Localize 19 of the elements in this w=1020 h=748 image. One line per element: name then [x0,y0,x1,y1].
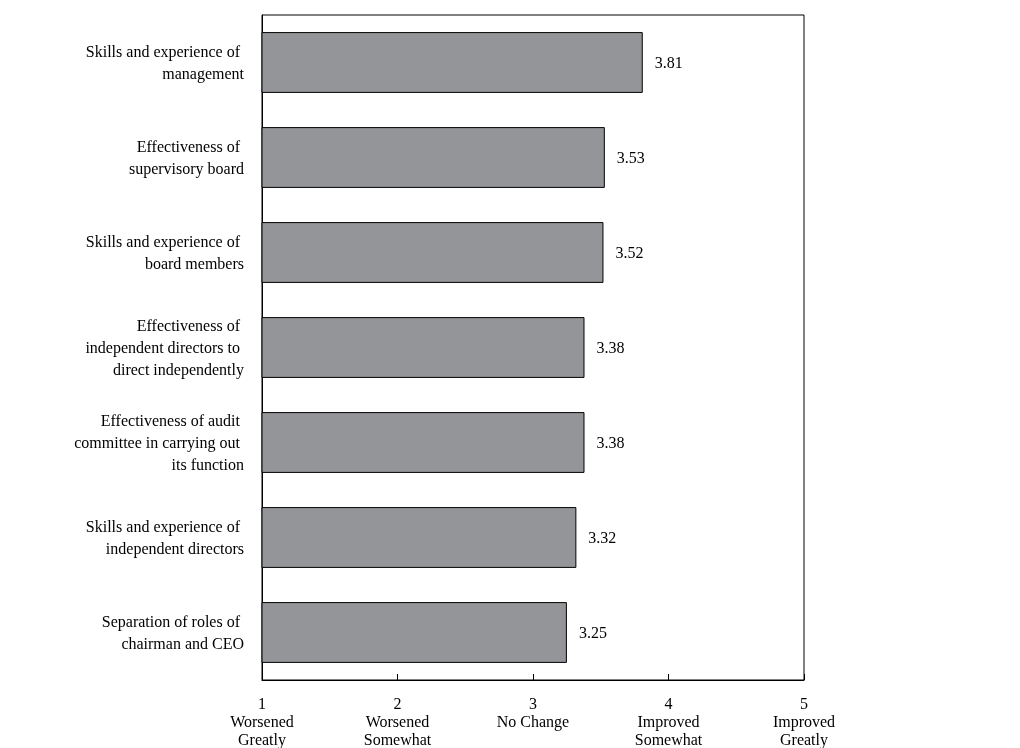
data-label: 3.38 [596,434,625,451]
y-tick-label: Effectiveness of audit committee in carrying out its function [74,412,244,473]
x-tick-label: 1 Worsened Greatly [230,694,294,748]
x-tick-label: 2 Worsened Somewhat [363,694,432,748]
y-tick-label: Separation of roles of chairman and CEO [101,613,244,652]
data-label: 3.53 [616,149,645,166]
y-tick-label: Skills and experience of board members [85,233,244,272]
y-tick-label: Effectiveness of independent directors to direct independently [85,317,244,379]
data-label: 3.25 [578,624,607,641]
x-tick-label: 4 Improved Somewhat [634,694,703,748]
y-tick-label: Skills and experience of management [85,43,245,83]
data-label: 3.52 [615,244,644,261]
data-label: 3.32 [588,529,617,546]
data-label: 3.81 [654,54,683,71]
x-tick-label: 3 No Change [496,694,570,731]
y-tick-label: Skills and experience of independent directors [85,518,244,558]
x-tick-label: 5 Improved Greatly [772,694,836,748]
y-tick-label: Effectiveness of supervisory board [128,138,244,178]
data-label: 3.38 [596,339,625,356]
